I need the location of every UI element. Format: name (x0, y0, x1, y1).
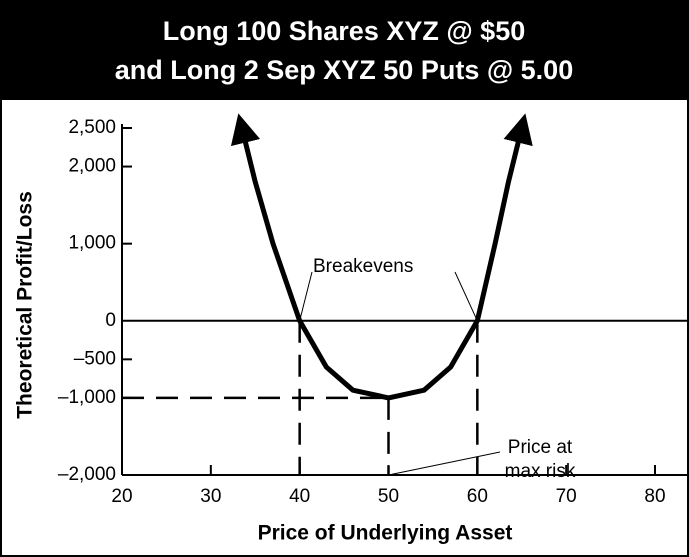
leader (388, 451, 501, 476)
x-axis-label: Price of Underlying Asset (258, 522, 513, 545)
y-tick-label: 1,000 (68, 233, 116, 254)
x-tick-label: 80 (644, 486, 665, 507)
x-tick-label: 70 (556, 486, 577, 507)
x-tick-label: 40 (289, 486, 310, 507)
y-tick-label: 0 (105, 310, 116, 331)
chart-title: Long 100 Shares XYZ @ $50 (163, 16, 525, 46)
payoff-curve (230, 113, 533, 401)
y-tick-label: –1,000 (58, 387, 116, 408)
y-tick-label: 2,500 (68, 117, 116, 138)
leader (299, 271, 313, 321)
leader (454, 271, 478, 321)
x-tick-label: 50 (378, 486, 399, 507)
x-tick-label: 60 (467, 486, 488, 507)
y-tick-label: 2,000 (68, 156, 116, 177)
annotation: Price at (508, 437, 573, 458)
annotation: Breakevens (313, 256, 413, 277)
title-bar (0, 0, 689, 100)
x-tick-label: 30 (200, 486, 221, 507)
y-tick-label: –500 (74, 348, 116, 369)
y-tick-label: –2,000 (58, 464, 116, 485)
chart-title: and Long 2 Sep XYZ 50 Puts @ 5.00 (115, 55, 573, 85)
y-axis-label: Theoretical Profit/Loss (14, 191, 37, 419)
annotation: max risk (505, 461, 576, 482)
x-tick-label: 20 (111, 486, 132, 507)
